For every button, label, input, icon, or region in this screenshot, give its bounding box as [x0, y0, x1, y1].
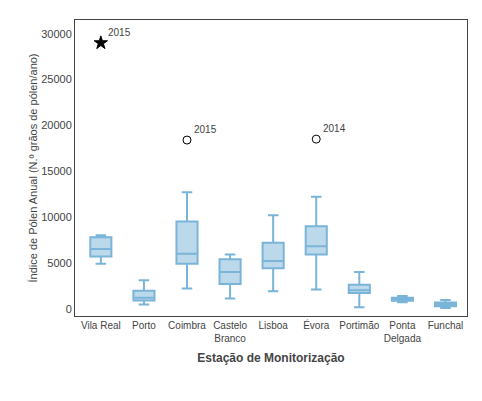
svg-text:30000: 30000: [41, 28, 72, 40]
svg-text:20000: 20000: [41, 119, 72, 131]
svg-text:Coimbra: Coimbra: [168, 320, 206, 331]
svg-text:2014: 2014: [323, 123, 346, 134]
svg-text:Portimão: Portimão: [339, 320, 379, 331]
svg-text:Lisboa: Lisboa: [258, 320, 288, 331]
svg-text:2015: 2015: [108, 27, 131, 38]
svg-text:5000: 5000: [47, 257, 71, 269]
svg-text:25000: 25000: [41, 73, 72, 85]
svg-text:10000: 10000: [41, 211, 72, 223]
svg-text:CasteloBranco: CasteloBranco: [213, 320, 247, 344]
svg-text:15000: 15000: [41, 165, 72, 177]
svg-text:2015: 2015: [194, 124, 217, 135]
svg-text:Porto: Porto: [132, 320, 156, 331]
svg-text:Vila Real: Vila Real: [81, 320, 121, 331]
svg-text:PontaDelgada: PontaDelgada: [384, 320, 422, 344]
svg-text:Funchal: Funchal: [428, 320, 464, 331]
svg-text:0: 0: [66, 303, 72, 315]
svg-text:Índice de Pólen Anual (N.º grã: Índice de Pólen Anual (N.º grãos de póle…: [27, 53, 39, 282]
svg-text:Évora: Évora: [303, 319, 330, 331]
svg-text:Estação de Monitorização: Estação de Monitorização: [197, 351, 344, 365]
